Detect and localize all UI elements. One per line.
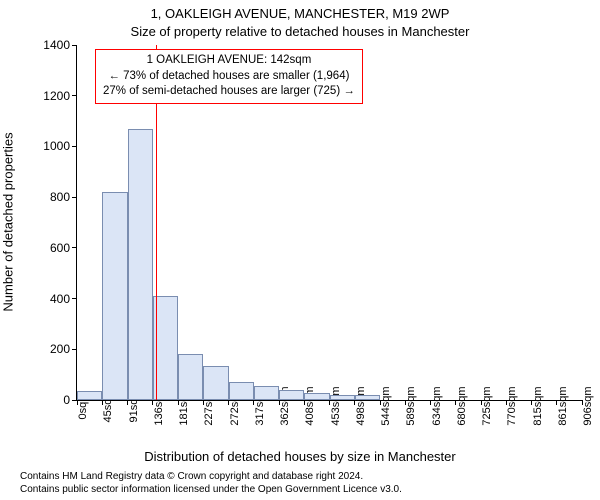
chart-title-line1: 1, OAKLEIGH AVENUE, MANCHESTER, M19 2WP	[0, 6, 600, 21]
annotation-line: ← 73% of detached houses are smaller (1,…	[103, 69, 355, 85]
y-tick-label: 1400	[43, 38, 70, 52]
x-tick-label: 544sqm	[380, 386, 392, 425]
x-tick-label: 906sqm	[582, 386, 594, 425]
histogram-bar	[279, 390, 304, 400]
y-tick-label: 400	[50, 292, 70, 306]
y-axis-label: Number of detached properties	[1, 132, 16, 311]
annotation-line: 27% of semi-detached houses are larger (…	[103, 84, 355, 100]
y-tick-label: 800	[50, 190, 70, 204]
histogram-bar	[128, 129, 153, 400]
x-tick-label: 770sqm	[506, 386, 518, 425]
x-tick-label: 815sqm	[532, 386, 544, 425]
histogram-bar	[178, 354, 203, 400]
histogram-bar	[330, 395, 355, 400]
y-tick-mark	[72, 197, 77, 198]
y-tick-mark	[72, 349, 77, 350]
y-tick-label: 0	[63, 393, 70, 407]
y-tick-mark	[72, 298, 77, 299]
plot-area: 0sqm45sqm91sqm136sqm181sqm227sqm272sqm31…	[76, 45, 582, 401]
x-tick-label: 725sqm	[481, 386, 493, 425]
histogram-bar	[254, 386, 279, 400]
histogram-bar	[229, 382, 254, 400]
histogram-bar	[203, 366, 228, 400]
y-tick-mark	[72, 247, 77, 248]
footer-line1: Contains HM Land Registry data © Crown c…	[20, 471, 402, 484]
annotation-line: 1 OAKLEIGH AVENUE: 142sqm	[103, 53, 355, 69]
x-tick-label: 453sqm	[330, 386, 342, 425]
y-tick-label: 600	[50, 241, 70, 255]
x-axis-label: Distribution of detached houses by size …	[0, 449, 600, 464]
histogram-bar	[77, 391, 102, 400]
chart-title-line2: Size of property relative to detached ho…	[0, 24, 600, 39]
y-tick-mark	[72, 45, 77, 46]
chart-container: 1, OAKLEIGH AVENUE, MANCHESTER, M19 2WP …	[0, 0, 600, 500]
y-tick-label: 200	[50, 342, 70, 356]
x-tick-label: 498sqm	[355, 386, 367, 425]
histogram-bar	[102, 192, 127, 400]
y-tick-mark	[72, 146, 77, 147]
x-tick-label: 634sqm	[431, 386, 443, 425]
histogram-bar	[304, 393, 329, 400]
y-tick-label: 1200	[43, 89, 70, 103]
annotation-box: 1 OAKLEIGH AVENUE: 142sqm← 73% of detach…	[95, 49, 363, 104]
x-tick-label: 861sqm	[557, 386, 569, 425]
footer-line2: Contains public sector information licen…	[20, 484, 402, 497]
x-tick-label: 589sqm	[405, 386, 417, 425]
x-tick-label: 680sqm	[456, 386, 468, 425]
y-tick-mark	[72, 95, 77, 96]
histogram-bar	[355, 395, 380, 400]
y-tick-label: 1000	[43, 139, 70, 153]
footer: Contains HM Land Registry data © Crown c…	[20, 471, 402, 496]
